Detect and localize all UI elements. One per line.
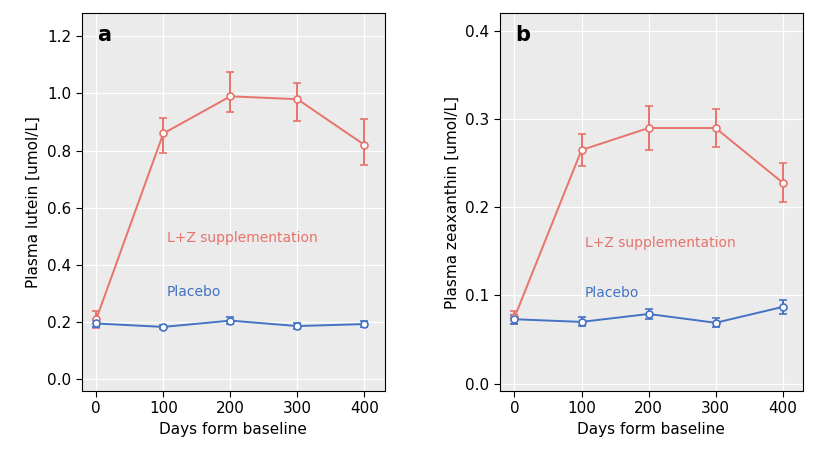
Text: Placebo: Placebo: [585, 286, 639, 300]
Text: Placebo: Placebo: [166, 286, 221, 299]
X-axis label: Days form baseline: Days form baseline: [159, 422, 307, 436]
Text: L+Z supplementation: L+Z supplementation: [166, 231, 317, 245]
Y-axis label: Plasma zeaxanthin [umol/L]: Plasma zeaxanthin [umol/L]: [444, 96, 460, 308]
Text: L+Z supplementation: L+Z supplementation: [585, 236, 736, 250]
Y-axis label: Plasma lutein [umol/L]: Plasma lutein [umol/L]: [26, 116, 42, 288]
Text: b: b: [515, 25, 530, 45]
X-axis label: Days form baseline: Days form baseline: [577, 422, 725, 436]
Text: a: a: [97, 25, 111, 45]
